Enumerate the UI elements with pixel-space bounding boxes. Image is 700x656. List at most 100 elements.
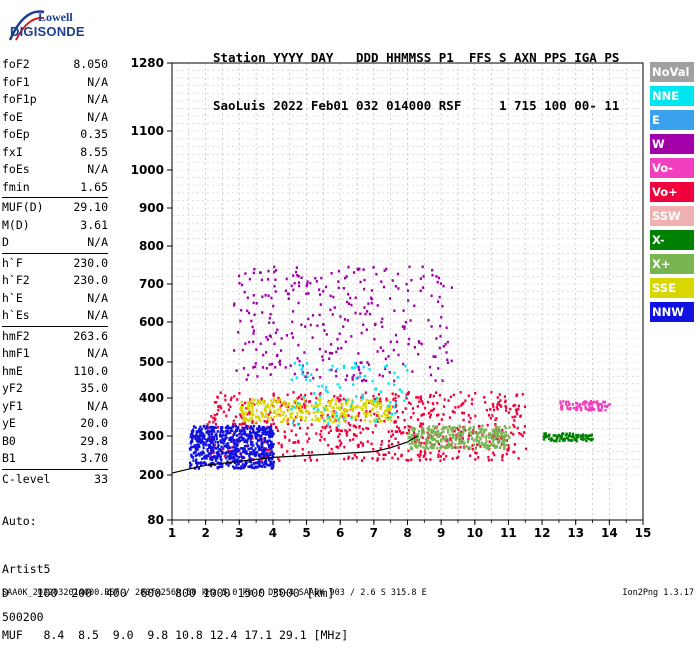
echo-point bbox=[301, 453, 304, 456]
echo-point bbox=[255, 409, 258, 412]
param-value: 230.0 bbox=[73, 273, 108, 287]
echo-point bbox=[245, 425, 248, 429]
echo-point bbox=[436, 439, 440, 443]
echo-point bbox=[228, 437, 231, 440]
echo-point bbox=[268, 321, 271, 324]
echo-point bbox=[438, 422, 441, 426]
echo-point bbox=[258, 448, 261, 451]
echo-point bbox=[368, 400, 371, 403]
echo-point bbox=[239, 413, 242, 416]
echo-point bbox=[549, 439, 552, 442]
echo-point bbox=[447, 444, 450, 448]
echo-point bbox=[372, 400, 375, 403]
echo-point bbox=[219, 435, 222, 438]
param-row: fmin 1.65 bbox=[2, 179, 108, 197]
echo-point bbox=[192, 425, 196, 428]
echo-point bbox=[270, 447, 273, 451]
echo-point bbox=[258, 434, 261, 437]
echo-point bbox=[244, 417, 247, 420]
echo-point bbox=[333, 416, 336, 420]
x-tick-label: 4 bbox=[269, 526, 277, 540]
echo-point bbox=[215, 451, 218, 454]
echo-point bbox=[501, 435, 504, 439]
echo-point bbox=[345, 431, 348, 435]
echo-point bbox=[277, 400, 280, 404]
echo-point bbox=[289, 364, 292, 367]
echo-point bbox=[410, 458, 413, 461]
echo-point bbox=[580, 437, 583, 440]
echo-point bbox=[421, 429, 424, 432]
echo-point bbox=[359, 419, 362, 422]
echo-point bbox=[584, 400, 587, 403]
echo-point bbox=[306, 440, 309, 443]
echo-point bbox=[343, 408, 346, 411]
echo-point bbox=[392, 398, 395, 401]
echo-point bbox=[310, 451, 313, 454]
echo-point bbox=[434, 355, 437, 358]
echo-point bbox=[219, 457, 222, 461]
echo-point bbox=[421, 265, 424, 268]
echo-point bbox=[320, 435, 323, 439]
echo-point bbox=[407, 431, 411, 435]
echo-point bbox=[230, 438, 233, 442]
echo-point bbox=[597, 409, 600, 412]
echo-point bbox=[355, 377, 358, 380]
echo-point bbox=[337, 269, 341, 273]
echo-point bbox=[335, 414, 339, 417]
echo-point bbox=[421, 413, 425, 416]
param-name: fxI bbox=[2, 144, 23, 159]
echo-point bbox=[236, 461, 239, 464]
echo-point bbox=[320, 414, 323, 418]
echo-point bbox=[384, 409, 387, 413]
param-value: 29.8 bbox=[80, 433, 108, 448]
echo-point bbox=[248, 277, 251, 281]
echo-point bbox=[324, 419, 327, 423]
echo-point bbox=[306, 282, 309, 286]
echo-point bbox=[593, 408, 596, 411]
echo-point bbox=[262, 463, 265, 466]
echo-point bbox=[422, 286, 425, 289]
echo-point bbox=[397, 441, 400, 444]
echo-point bbox=[346, 319, 349, 322]
echo-point bbox=[239, 452, 242, 455]
echo-point bbox=[272, 392, 275, 396]
echo-point bbox=[281, 413, 285, 417]
echo-point bbox=[210, 426, 213, 429]
echo-point bbox=[260, 411, 263, 415]
echo-point bbox=[494, 423, 497, 426]
echo-point bbox=[229, 436, 233, 439]
echo-point bbox=[318, 347, 321, 351]
echo-point bbox=[494, 433, 497, 437]
x-tick-label: 10 bbox=[466, 526, 483, 540]
echo-point bbox=[321, 358, 325, 362]
echo-point bbox=[272, 452, 275, 456]
echo-point bbox=[359, 431, 362, 435]
echo-point bbox=[259, 453, 262, 456]
echo-point bbox=[337, 428, 340, 432]
echo-point bbox=[371, 431, 374, 434]
echo-point bbox=[332, 295, 335, 299]
echo-point bbox=[243, 438, 246, 441]
echo-point bbox=[232, 419, 235, 423]
echo-point bbox=[339, 406, 342, 410]
param-row: foF1p N/A bbox=[2, 91, 108, 109]
echo-point bbox=[319, 391, 322, 395]
echo-point bbox=[503, 435, 506, 439]
echo-point bbox=[298, 363, 301, 367]
echo-point bbox=[224, 398, 227, 402]
echo-point bbox=[369, 296, 373, 300]
echo-point bbox=[380, 443, 383, 446]
echo-point bbox=[419, 395, 422, 398]
echo-point bbox=[329, 294, 332, 298]
echo-point bbox=[252, 428, 255, 431]
echo-point bbox=[442, 435, 445, 439]
echo-point bbox=[233, 349, 236, 352]
echo-point bbox=[407, 428, 411, 432]
y-tick-label: 1280 bbox=[131, 56, 164, 70]
echo-point bbox=[313, 405, 316, 408]
echo-point bbox=[556, 435, 559, 438]
echo-point bbox=[425, 437, 429, 440]
echo-point bbox=[467, 434, 470, 438]
echo-point bbox=[212, 445, 215, 448]
echo-point bbox=[304, 325, 307, 328]
